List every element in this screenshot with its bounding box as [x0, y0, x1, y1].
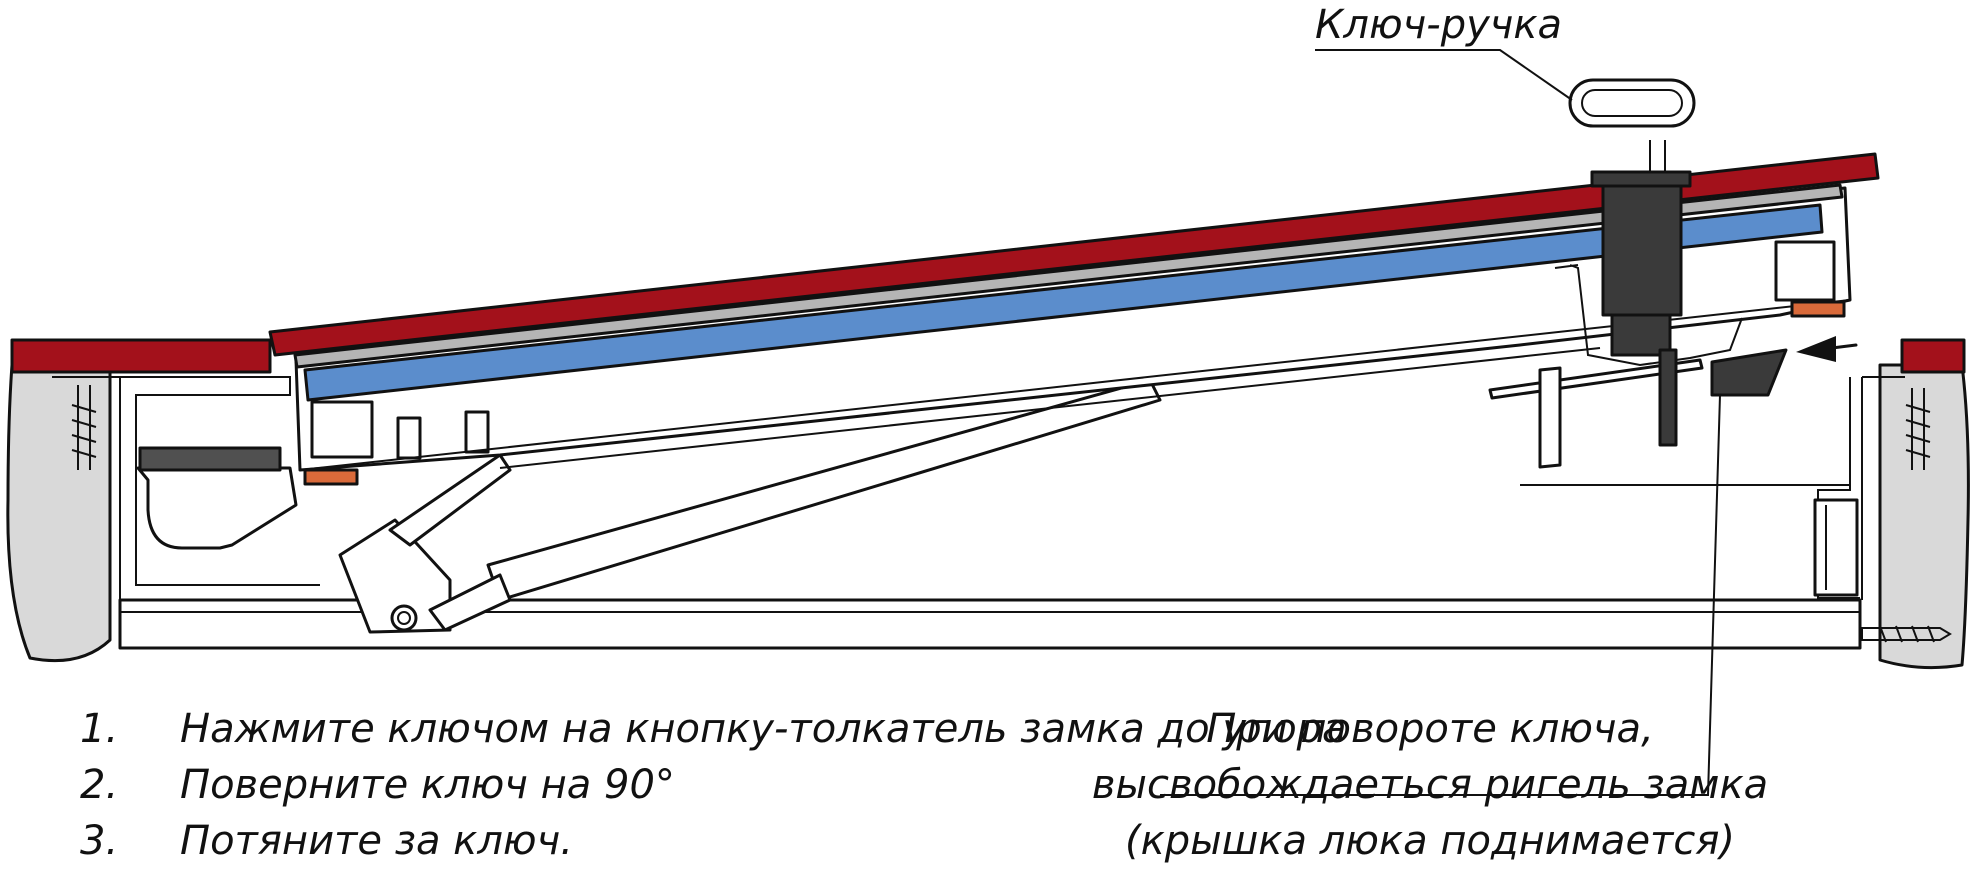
key-label-leader: [1315, 49, 1573, 101]
lock-spindle: [1610, 313, 1672, 357]
lock-pusher-rod: [1658, 348, 1678, 447]
lid-cover-plate: [268, 152, 1880, 357]
left-anchor-screw: [71, 385, 97, 470]
push-direction-arrow: [1796, 336, 1858, 362]
gas-spring: [428, 378, 1162, 632]
hinge-seal-block: [138, 446, 282, 472]
right-floor-finish: [1900, 338, 1966, 374]
right-wall-body: [1878, 363, 1970, 670]
lock-assembly: [1488, 78, 1788, 469]
hinge-arm: [388, 453, 512, 547]
left-hinge-assembly: [136, 446, 512, 634]
right-seal: [1790, 300, 1846, 318]
lock-body: [1601, 178, 1683, 317]
lock-bolt: [1710, 348, 1788, 397]
right-gasket-block: [1813, 498, 1859, 597]
note-line-3: (крышка люка поднимается): [1125, 818, 1735, 864]
step-1-text: Нажмите ключом на кнопку-толкатель замка…: [180, 706, 1347, 752]
right-bottom-screw: [1861, 625, 1952, 643]
step-3-number: 3.: [80, 818, 118, 864]
lid-left-box: [310, 400, 374, 459]
hinge-stop-bracket: [136, 466, 298, 550]
lock-lower-bar: [1538, 366, 1562, 469]
lock-bracket: [1554, 264, 1743, 367]
left-wall: [6, 338, 272, 663]
lid-stop-tab-1: [396, 416, 422, 460]
hinge-pivot-pin: [390, 604, 418, 632]
step-2-number: 2.: [80, 762, 118, 808]
key-handle-label: Ключ-ручка: [1315, 2, 1562, 48]
right-wall: [1861, 338, 1970, 670]
step-2-text: Поверните ключ на 90°: [180, 762, 675, 808]
hatch-lid: [268, 152, 1880, 486]
left-floor-finish: [10, 338, 272, 374]
left-seal: [303, 468, 359, 486]
lid-right-box: [1774, 240, 1836, 302]
lid-stop-tab-2: [464, 410, 490, 454]
right-frame-profile: [1817, 376, 1905, 600]
note-leader-line: [1160, 394, 1721, 796]
gas-spring-rod-end: [428, 573, 512, 632]
instructions-list: 1. Нажмите ключом на кнопку-толкатель за…: [80, 706, 1347, 864]
lid-gray-strip: [293, 183, 1844, 369]
release-note: При повороте ключа, высвобождаеться риге…: [1092, 706, 1768, 864]
note-line-1: При повороте ключа,: [1206, 706, 1654, 752]
right-anchor-screw: [1905, 388, 1931, 470]
note-line-2: высвобождаеться ригель замка: [1092, 762, 1768, 808]
step-1-number: 1.: [80, 706, 118, 752]
key-handle-ring: [1568, 78, 1696, 128]
lock-cap: [1590, 170, 1692, 188]
left-wall-body: [6, 363, 112, 663]
left-frame-profile: [52, 376, 320, 600]
arrow-head: [1796, 336, 1836, 362]
lid-insulation: [303, 203, 1824, 402]
step-3-text: Потяните за ключ.: [180, 818, 573, 864]
